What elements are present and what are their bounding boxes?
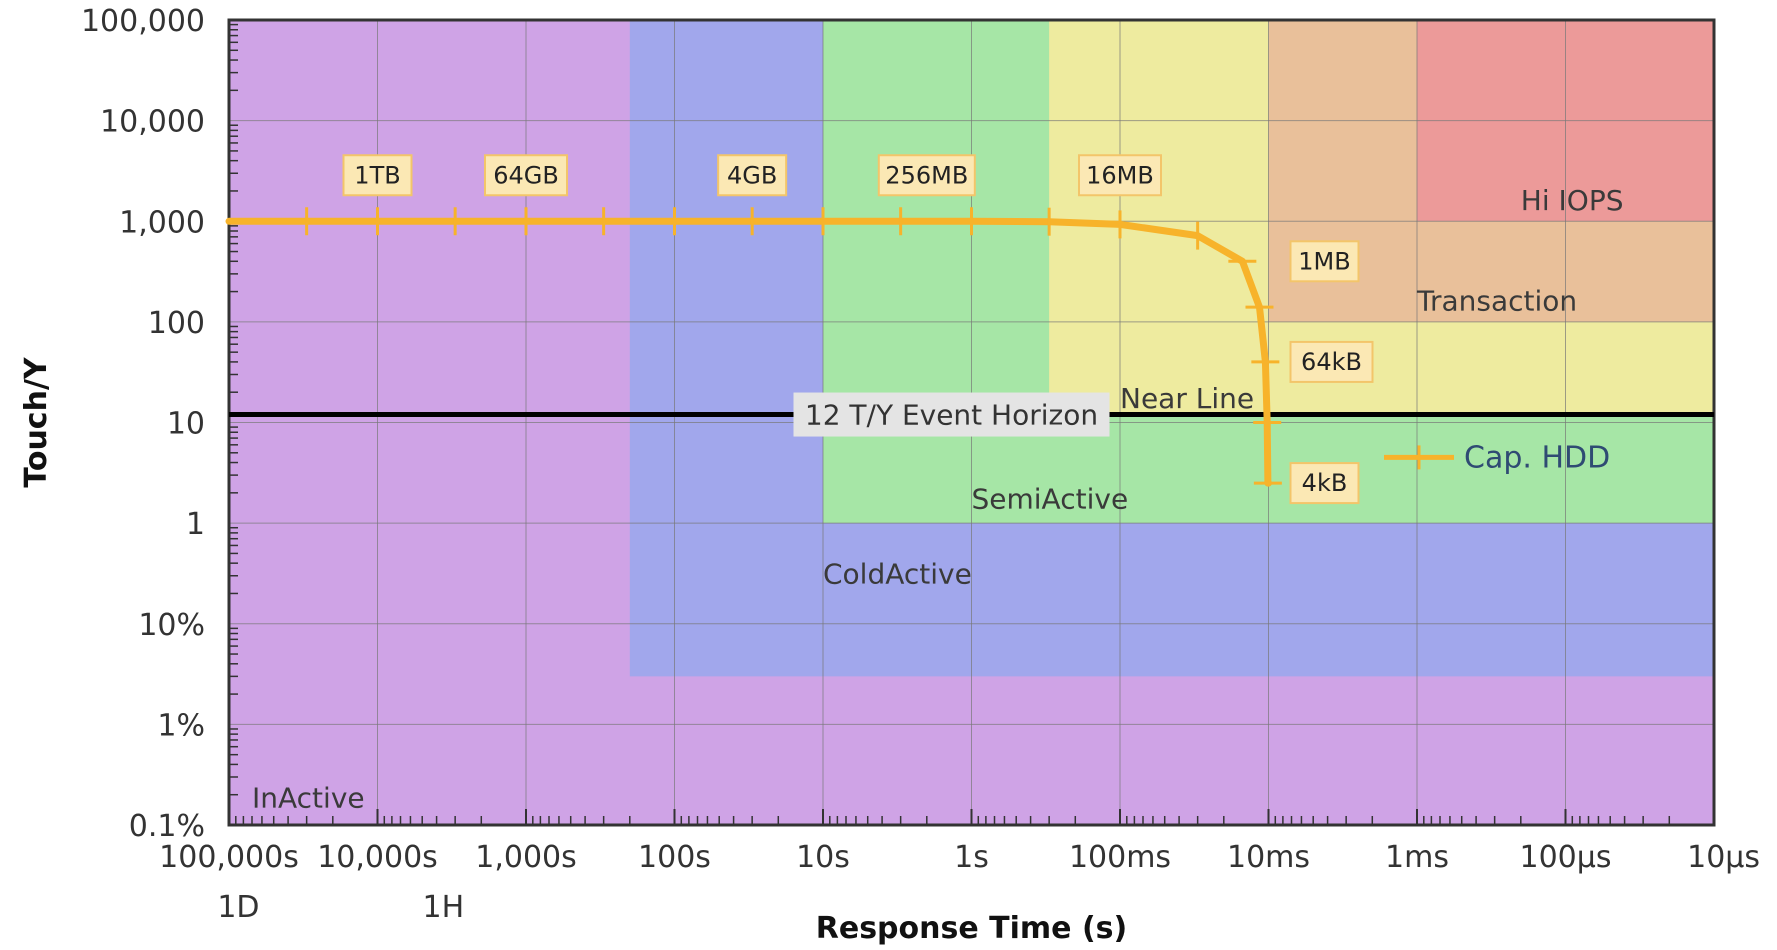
y-tick-label: 1 xyxy=(186,507,205,542)
region-label-transaction: Transaction xyxy=(1416,284,1577,317)
y-axis-title: Touch/Y xyxy=(19,356,54,488)
point-label-box-64kb xyxy=(1289,340,1374,383)
y-tick-label: 100,000 xyxy=(81,4,205,39)
series-line xyxy=(225,217,1272,487)
point-label-4kb: 4kB xyxy=(1302,469,1348,497)
x-tick-label: 1ms xyxy=(1385,840,1449,875)
x-secondary-tick-label: 1H xyxy=(423,890,465,925)
legend-label: Cap. HDD xyxy=(1464,440,1610,475)
point-label-256mb: 256MB xyxy=(885,161,968,189)
minor-ticks-layer xyxy=(228,23,1715,825)
x-tick-labels: 100,000s 10,000s 1,000s 100s 10s 1s 100ms 10ms 1… xyxy=(159,840,1760,925)
event-horizon-label-bg xyxy=(793,392,1110,437)
x-secondary-tick-label: 1D xyxy=(217,890,259,925)
event-horizon: 12 T/Y Event Horizon xyxy=(229,392,1714,437)
point-label-box-64gb xyxy=(484,154,568,197)
point-label-1tb: 1TB xyxy=(354,161,400,189)
y-tick-label: 10,000 xyxy=(100,105,205,140)
region-label-semiactive: SemiActive xyxy=(972,482,1129,515)
point-label-16mb: 16MB xyxy=(1086,161,1154,189)
point-label-64gb: 64GB xyxy=(493,161,559,189)
point-label-box-4gb xyxy=(717,154,788,197)
point-label-box-1mb xyxy=(1289,240,1360,283)
x-tick-label: 100s xyxy=(638,840,711,875)
x-tick-label: 1s xyxy=(954,840,989,875)
series-layer xyxy=(225,207,1282,487)
point-label-box-1tb xyxy=(342,154,413,197)
region-labels-layer: InActive ColdActive SemiActive Near Line Tra… xyxy=(252,184,1623,814)
y-tick-label: 100 xyxy=(148,306,205,341)
point-label-box-4kb xyxy=(1289,462,1360,505)
y-tick-label: 0.1% xyxy=(129,809,205,844)
region-label-inactive: InActive xyxy=(252,781,365,814)
y-tick-label: 1% xyxy=(157,708,205,743)
point-labels-layer: 1TB 64GB 4GB 256MB 16MB 1MB 64kB 4kB xyxy=(342,154,1374,505)
x-tick-label: 1,000s xyxy=(475,840,577,875)
region-label-coldactive: ColdActive xyxy=(823,558,972,591)
x-tick-label: 100µs xyxy=(1520,840,1612,875)
point-label-box-256mb xyxy=(877,154,976,197)
event-horizon-label: 12 T/Y Event Horizon xyxy=(805,399,1098,432)
x-tick-label: 10,000s xyxy=(317,840,438,875)
y-tick-label: 1,000 xyxy=(119,205,205,240)
x-tick-label: 100,000s xyxy=(159,840,299,875)
legend: Cap. HDD xyxy=(1384,440,1610,475)
y-tick-labels: 100,000 10,000 1,000 100 10 1 10% 1% 0.1% xyxy=(81,4,205,844)
x-tick-label: 10s xyxy=(796,840,850,875)
y-tick-label: 10 xyxy=(167,407,205,442)
x-tick-label: 10µs xyxy=(1687,840,1760,875)
point-label-4gb: 4GB xyxy=(727,161,777,189)
point-label-64kb: 64kB xyxy=(1301,348,1362,376)
region-label-near-line: Near Line xyxy=(1120,382,1254,415)
x-tick-label: 10ms xyxy=(1227,840,1310,875)
point-label-box-16mb xyxy=(1078,154,1162,197)
y-tick-label: 10% xyxy=(138,608,205,643)
point-label-1mb: 1MB xyxy=(1298,247,1350,275)
region-label-hi-iops: Hi IOPS xyxy=(1521,184,1624,217)
x-axis-title: Response Time (s) xyxy=(816,911,1127,946)
x-tick-label: 100ms xyxy=(1069,840,1171,875)
